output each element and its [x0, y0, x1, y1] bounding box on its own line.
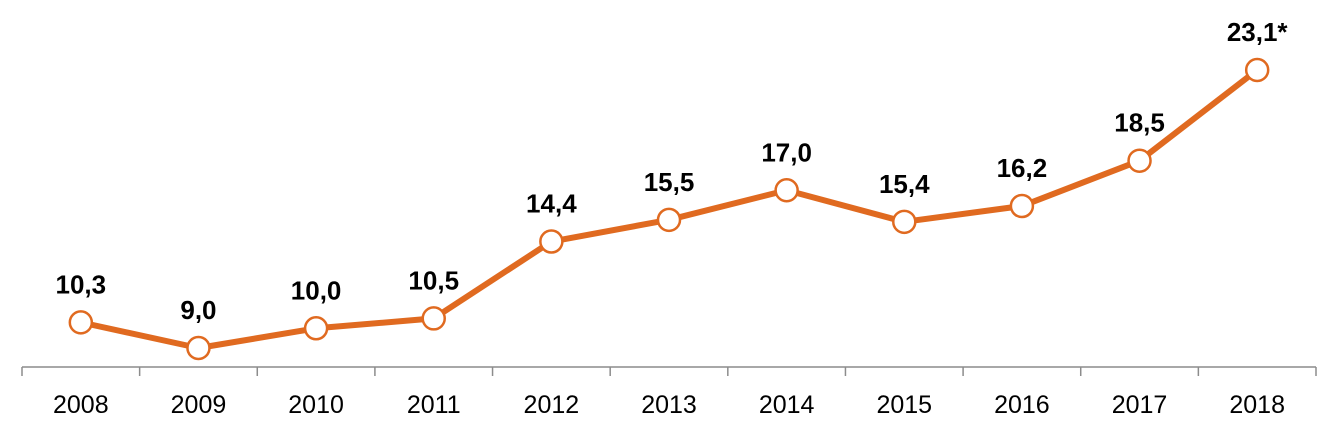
- data-labels: 10,3 9,0 10,0 10,5 14,4 15,5 17,0 15,4 16,2 18,5 2…: [56, 17, 1289, 325]
- x-tick-label-2018: 2018: [1229, 391, 1285, 419]
- data-label-2013: 15,5: [644, 167, 695, 197]
- data-point-2011: [421, 306, 446, 331]
- data-point-2015: [892, 209, 917, 235]
- data-label-2017: 18,5: [1114, 108, 1165, 138]
- data-label-2009: 9,0: [180, 295, 216, 325]
- data-point-2012: [539, 229, 564, 254]
- data-point-2013: [656, 207, 682, 233]
- x-tick-label-2008: 2008: [53, 391, 109, 419]
- data-point-2016: [1009, 193, 1035, 219]
- data-point-2018: [1244, 57, 1270, 83]
- data-label-2015: 15,4: [879, 169, 930, 199]
- x-tick-label-2015: 2015: [876, 391, 932, 419]
- x-tick-label-2016: 2016: [994, 391, 1050, 419]
- data-label-2018: 23,1*: [1227, 17, 1289, 47]
- data-label-2008: 10,3: [56, 269, 107, 299]
- data-point-2017: [1127, 148, 1152, 173]
- x-tick-label-2009: 2009: [171, 391, 227, 419]
- x-tick-label-2017: 2017: [1112, 391, 1168, 419]
- data-label-2012: 14,4: [526, 189, 577, 219]
- x-tick-label-2012: 2012: [524, 391, 580, 419]
- point-markers: [68, 57, 1270, 361]
- data-label-2016: 16,2: [997, 153, 1048, 183]
- data-label-2014: 17,0: [761, 137, 812, 167]
- x-tick-labels: 2008 2009 2010 2011 2012 2013 2014 2015 2016 2017…: [53, 391, 1285, 419]
- data-point-2014: [774, 178, 799, 203]
- data-label-2011: 10,5: [408, 265, 459, 295]
- data-point-2010: [303, 316, 329, 341]
- x-axis: [21, 366, 1317, 376]
- data-point-2009: [186, 335, 211, 361]
- data-label-2010: 10,0: [291, 275, 342, 305]
- x-tick-label-2013: 2013: [641, 391, 697, 419]
- x-tick-label-2014: 2014: [759, 391, 815, 419]
- x-tick-label-2011: 2011: [407, 391, 461, 419]
- data-point-2008: [68, 310, 94, 335]
- x-tick-label-2010: 2010: [288, 391, 344, 419]
